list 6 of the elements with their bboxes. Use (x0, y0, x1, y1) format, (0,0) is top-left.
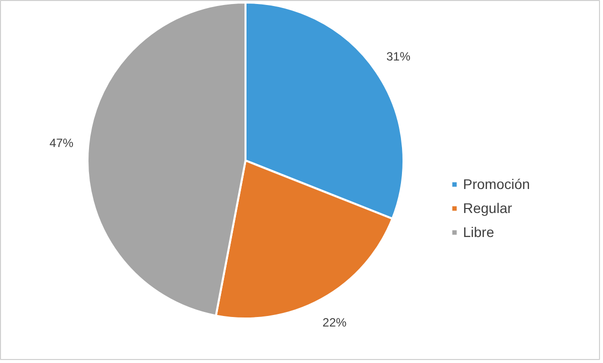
data-label: 47% (49, 136, 74, 150)
legend-label: Libre (463, 224, 494, 240)
data-label: 31% (386, 50, 411, 64)
legend-label: Regular (463, 200, 512, 216)
legend-label: Promoción (463, 176, 530, 192)
data-label: 22% (322, 315, 347, 330)
